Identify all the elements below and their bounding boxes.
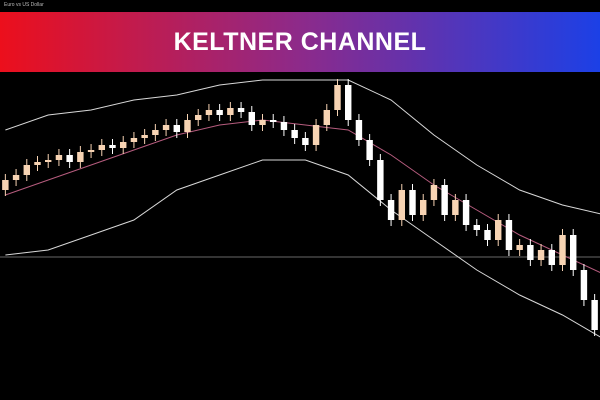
candle-body: [141, 135, 148, 138]
candle-body: [34, 162, 41, 165]
candle-body: [377, 160, 384, 200]
candle-body: [548, 250, 555, 265]
candle-body: [66, 155, 73, 162]
candle-body: [398, 190, 405, 220]
candle-body: [334, 85, 341, 110]
candle-body: [248, 112, 255, 125]
candle-body: [387, 200, 395, 220]
candle-body: [580, 270, 588, 300]
candle-body: [77, 152, 84, 162]
candle-body: [409, 190, 416, 215]
candle-body: [280, 122, 288, 130]
candle-body: [355, 120, 363, 140]
band-middle: [5, 119, 600, 274]
candle-body: [420, 200, 427, 215]
symbol: Euro vs US Dollar: [4, 2, 44, 8]
candle-body: [152, 130, 159, 135]
candle-body: [120, 142, 127, 148]
candle-body: [216, 110, 223, 115]
candle-body: [312, 125, 320, 145]
candle-body: [452, 200, 459, 215]
candle-body: [441, 185, 448, 215]
candle-body: [184, 120, 191, 132]
candle-body: [237, 108, 245, 112]
candle-body: [87, 150, 95, 152]
candle-body: [291, 130, 298, 138]
candle-body: [559, 235, 566, 265]
candle-body: [366, 140, 373, 160]
band-upper: [5, 79, 600, 215]
candle-body: [570, 235, 577, 270]
candle-body: [537, 250, 545, 260]
candle-body: [45, 160, 52, 162]
candle-body: [98, 145, 105, 150]
candle-body: [345, 85, 352, 120]
candle-body: [516, 245, 523, 250]
candle-body: [195, 115, 202, 120]
candle-body: [323, 110, 330, 125]
candle-body: [505, 220, 513, 250]
candle-body: [162, 125, 170, 130]
candle-body: [2, 180, 9, 190]
candle-body: [430, 185, 438, 200]
candle-body: [205, 110, 213, 115]
candle-body: [270, 120, 277, 122]
candle-body: [130, 138, 138, 142]
candle-body: [12, 175, 20, 180]
candle-body: [227, 108, 234, 115]
candle-body: [23, 165, 30, 175]
candle-body: [55, 155, 63, 160]
banner: KELTNER CHANNEL: [0, 12, 600, 72]
candle-body: [473, 225, 480, 230]
candle-body: [591, 300, 598, 330]
candle-body: [527, 245, 534, 260]
candle-body: [495, 220, 502, 240]
candle-body: [173, 125, 180, 132]
candle-body: [259, 120, 266, 125]
band-lower: [5, 159, 600, 338]
candle-body: [462, 200, 470, 225]
candle-body: [109, 145, 116, 148]
title: KELTNER CHANNEL: [173, 27, 427, 56]
candle-body: [484, 230, 491, 240]
candle-body: [302, 138, 309, 145]
